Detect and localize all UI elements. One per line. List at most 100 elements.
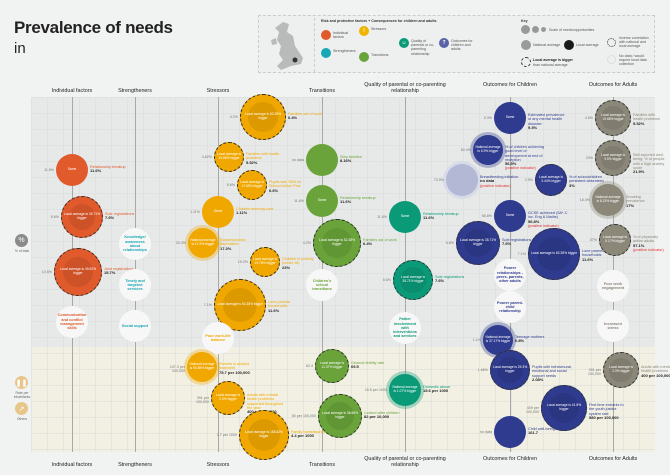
- bubble-individual[interactable]: Same: [56, 154, 88, 186]
- bubble-adults[interactable]: Local average is 2.3% bigger: [603, 352, 639, 388]
- bubble-label: Domestic abuse 15.6 per 1000: [423, 385, 463, 394]
- indicator-value: 11.6%: [340, 199, 352, 205]
- indicator-value: 7.6%: [105, 215, 115, 221]
- bubble-children[interactable]: National average is 6.9% bigger: [473, 135, 503, 165]
- bubble-core: [601, 106, 625, 130]
- bubble-children[interactable]: Local average is 41.8% bigger: [541, 385, 587, 431]
- baseline-value: 9.3%: [483, 116, 492, 120]
- bubble-children[interactable]: Local average is 25.3% bigger: [490, 350, 530, 390]
- bubble-stressors[interactable]: Same: [202, 196, 234, 228]
- indicator-name: Children entering care: [236, 207, 274, 211]
- bubble-children[interactable]: Same: [494, 102, 526, 134]
- bubble-core: [248, 419, 280, 451]
- bubble-text: National average is 17.9% bigger: [190, 238, 216, 246]
- bubble-text: Same: [400, 214, 410, 219]
- indicator-name: Family homelessness: [291, 430, 328, 434]
- bubble-children[interactable]: [446, 164, 478, 196]
- legend-item-label: Transitions: [371, 53, 389, 57]
- indicator-name: Children in poverty (under 16): [282, 257, 314, 266]
- bubble-text: Local average is 52.38% bigger: [318, 238, 356, 246]
- indicator-value: 1.11%: [236, 210, 248, 216]
- indicator-value: 5.52%: [246, 159, 258, 165]
- column-footer: Individual factors: [51, 462, 93, 468]
- bubble-transitions[interactable]: Same: [306, 185, 338, 217]
- baseline-value: 20%: [585, 156, 593, 160]
- bubble-label: Joint registrations 15.7%: [104, 267, 144, 276]
- bubble-quality[interactable]: Father involvement with interventions an…: [389, 312, 421, 344]
- bubble-adults[interactable]: Local average is 0.17% bigger: [599, 224, 631, 256]
- indicator-name: Parents in alcohol treatment: [219, 362, 250, 371]
- bubble-adults[interactable]: Poor work engagement: [597, 270, 629, 302]
- baseline-value: 11.6%: [377, 215, 387, 219]
- bubble-strengtheners[interactable]: Timely and targeted services: [119, 269, 151, 301]
- baseline-value: 5.6%: [50, 215, 59, 219]
- bubble-text: Local average is 17.65% bigger: [239, 180, 264, 188]
- bubble-strengtheners[interactable]: Social support: [119, 310, 151, 342]
- scale-large-icon: [521, 25, 530, 34]
- bubble-transitions[interactable]: Local average is 36.66% bigger: [318, 394, 362, 438]
- bubble-strengtheners[interactable]: Knowledge/ awareness about relationships: [119, 228, 151, 260]
- bubble-quality[interactable]: Same: [389, 201, 421, 233]
- bubble-transitions[interactable]: [306, 144, 338, 176]
- bubble-children[interactable]: Local average is 35.71% bigger: [456, 221, 500, 265]
- bubble-stressors[interactable]: Local average is 19.68% bigger: [214, 142, 244, 172]
- bubble-stressors[interactable]: National average is 17.9% bigger: [188, 228, 218, 258]
- indicator-value: 69.5: [351, 364, 359, 370]
- bubble-text: Same: [317, 198, 327, 203]
- bubble-stressors[interactable]: Local average is 158.82% bigger: [239, 410, 289, 460]
- bubble-stressors[interactable]: Local average is 52.38% bigger: [240, 94, 286, 140]
- bubble-transitions[interactable]: Local average is 52.38% bigger: [313, 219, 361, 267]
- bubble-children[interactable]: Local average is 63.38% bigger: [528, 228, 580, 280]
- bubble-transitions[interactable]: Children's school transitions: [306, 269, 338, 301]
- bubble-text: Communication and conflict management sk…: [57, 313, 87, 331]
- bubble-label: Families with health problems 5.52%: [246, 152, 286, 165]
- bubble-core: [549, 393, 579, 423]
- bubble-stressors[interactable]: Local average is 17.65% bigger: [237, 170, 267, 200]
- column-footer: Outcomes for Children: [483, 456, 537, 462]
- indicator-name: Lone parents households: [582, 249, 605, 258]
- key-bigger: Local average is bigger: [533, 58, 573, 62]
- bubble-text: Local average is 2.3% bigger: [608, 365, 633, 373]
- bubble-stressors[interactable]: Local average is 19.78% bigger: [250, 247, 280, 277]
- bubble-children[interactable]: Same: [494, 200, 526, 232]
- side-others-label: Others: [16, 417, 28, 421]
- bubble-children[interactable]: National average is 37.17% bigger: [483, 325, 513, 355]
- bubble-individual[interactable]: Local average is 49.52% bigger: [54, 248, 102, 296]
- bubble-text: National average is 94.85% bigger: [189, 362, 215, 370]
- bubble-transitions[interactable]: Local average is 11.37% bigger: [315, 349, 349, 383]
- baseline-value: 19.2%: [237, 260, 248, 264]
- key-nodata: No data / would require local data colle…: [619, 54, 647, 67]
- bubble-adults[interactable]: Local average is 9.5% bigger: [595, 140, 631, 176]
- legend-item-label: Strengtheners: [333, 49, 356, 53]
- key-scale: Scale of needs/opportunities: [549, 28, 595, 32]
- legend-divider: [314, 18, 315, 72]
- legend-item-label: Individual factors: [333, 31, 349, 40]
- bubble-quality[interactable]: National average is 1.07% bigger: [389, 374, 421, 406]
- indicator-value: 17%: [626, 202, 635, 208]
- bubble-quality[interactable]: Local average is 35.71% bigger: [393, 260, 433, 300]
- indicator-name: Lone parents households: [268, 300, 291, 309]
- column-header: Transitions: [308, 88, 336, 94]
- bubble-children[interactable]: Poorer relationships - peers, parents, o…: [494, 259, 526, 291]
- indicator-value: 7.6%: [502, 241, 512, 247]
- baseline-value: 391 per 100,000: [196, 396, 209, 404]
- bubble-individual[interactable]: Local average is 35.71% bigger: [61, 196, 103, 238]
- bubble-stressors[interactable]: National average is 94.85% bigger: [187, 352, 217, 382]
- bubble-children[interactable]: [494, 416, 526, 448]
- bubble-stressors[interactable]: Poor work-life balance: [202, 322, 234, 354]
- bubble-children[interactable]: Poorer parent-child relationship: [494, 291, 526, 323]
- bubble-individual[interactable]: Communication and conflict management sk…: [56, 306, 88, 338]
- bubble-core: [248, 102, 278, 132]
- indicator-value: 21.9%: [633, 169, 645, 175]
- indicator-name: Adults with mental health problems suppo…: [247, 393, 284, 410]
- bubble-adults[interactable]: Local average is 19.68% bigger: [595, 100, 631, 136]
- bubble-children[interactable]: Local average is 3.44% bigger: [535, 164, 567, 196]
- indicator-name: Families out of work: [363, 238, 397, 242]
- indicator-name: Pupils with behavioural, emotional and s…: [532, 365, 572, 378]
- bubble-adults[interactable]: National average is 8.23% bigger: [592, 184, 624, 216]
- bubble-adults[interactable]: Increased stress: [597, 310, 629, 342]
- bubble-text: Increased stress: [604, 321, 622, 330]
- bubble-stressors[interactable]: Local average is 2.3% bigger: [211, 381, 245, 415]
- handshake-icon: [321, 48, 331, 58]
- indicator-value: 11.6%: [423, 215, 435, 221]
